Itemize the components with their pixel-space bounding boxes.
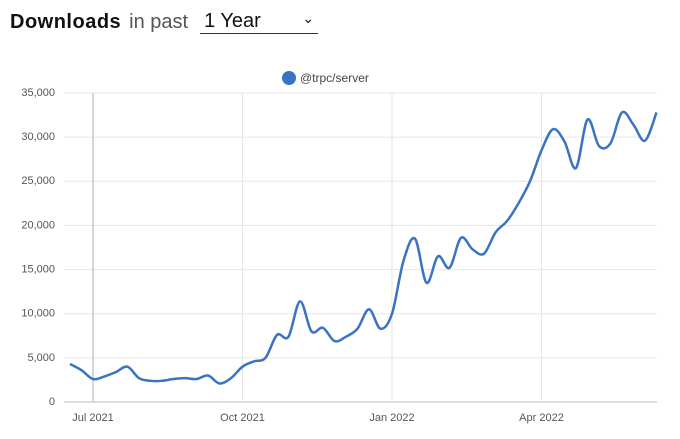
period-prefix: in past [129,10,189,33]
y-tick-label: 35,000 [21,87,55,99]
legend-label: @trpc/server [300,71,369,85]
legend-swatch [282,71,296,85]
period-select[interactable]: 1 Year ⌄ [200,10,319,34]
y-tick-label: 10,000 [21,308,55,320]
y-tick-label: 0 [49,396,55,408]
series-line [69,110,658,385]
period-value[interactable]: 1 Year [204,10,261,32]
chevron[interactable]: ⌄ [302,10,315,26]
x-tick-label: Jan 2022 [369,412,414,424]
y-tick-label: 30,000 [21,131,55,143]
header: Downloads in past 1 Year ⌄ [10,6,319,38]
y-tick-label: 15,000 [21,263,55,275]
x-tick-label: Jul 2021 [72,412,114,424]
y-tick-label: 5,000 [27,352,55,364]
title: Downloads [10,10,122,33]
y-tick-label: 25,000 [21,175,55,187]
y-tick-label: 20,000 [21,219,55,231]
x-tick-label: Apr 2022 [519,412,564,424]
x-tick-label: Oct 2021 [220,412,265,424]
